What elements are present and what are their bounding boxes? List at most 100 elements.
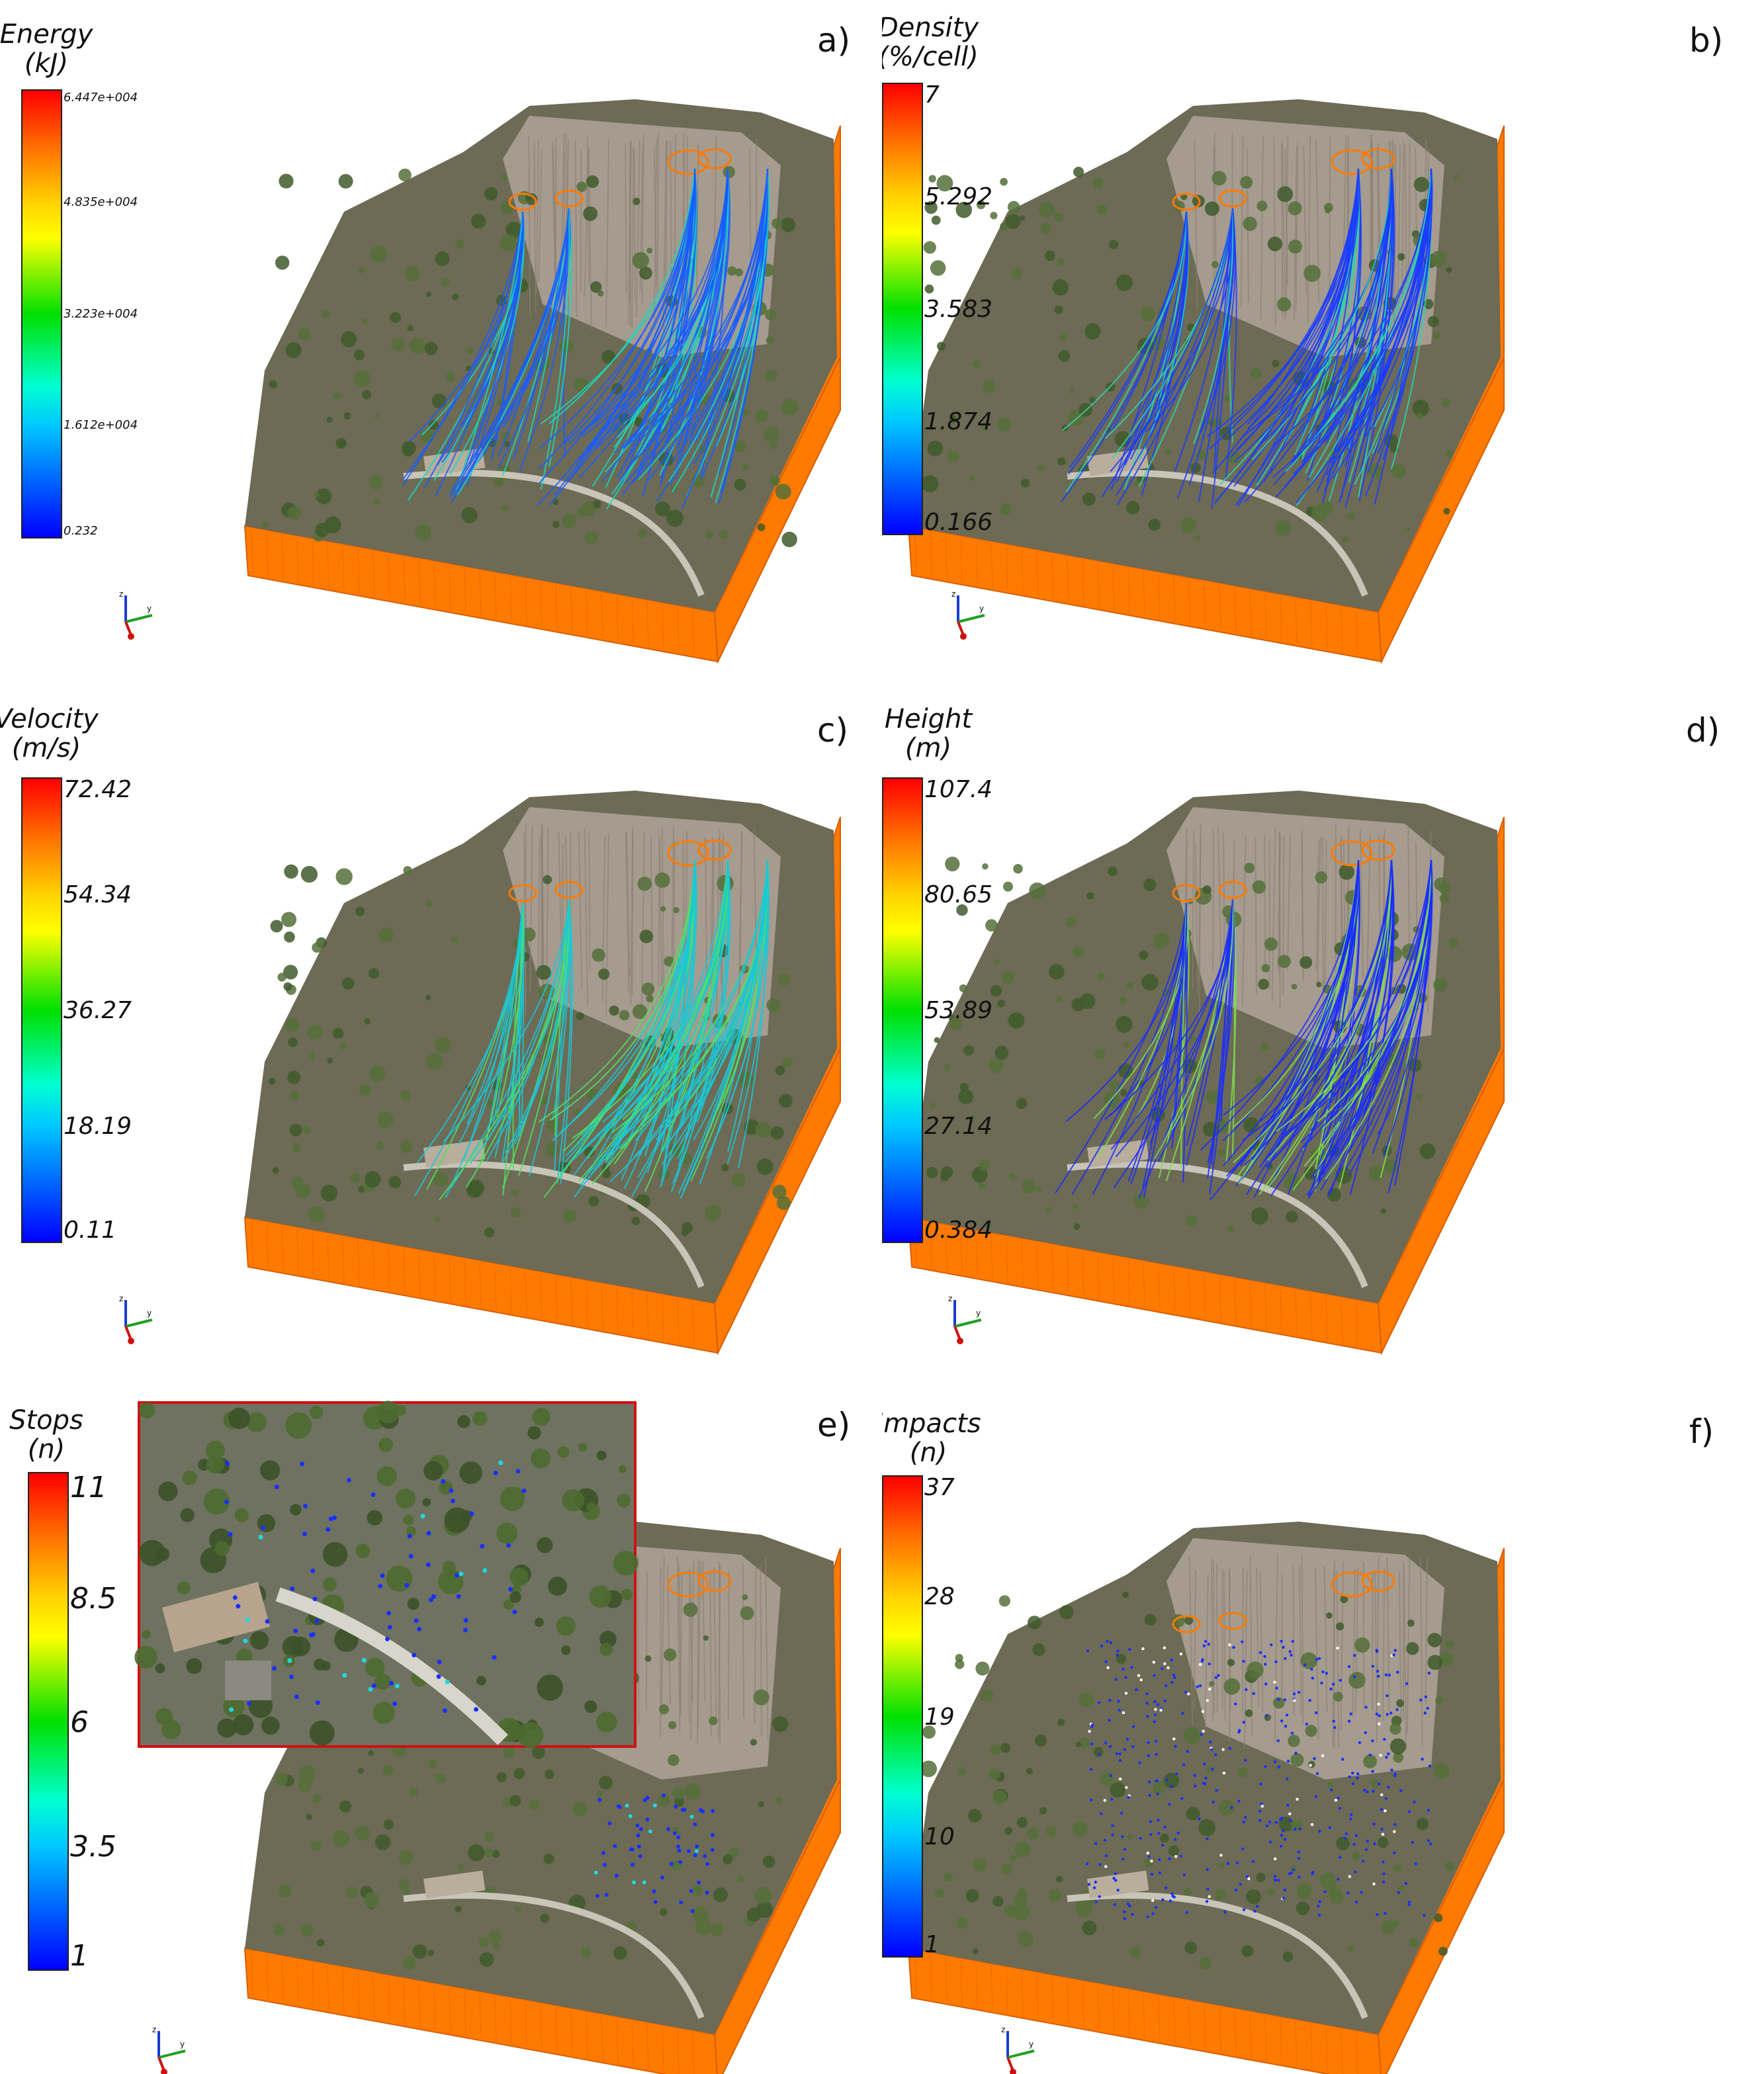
stop-point <box>287 1659 292 1663</box>
stop-point <box>329 1516 333 1521</box>
stop-point <box>631 1863 635 1867</box>
impact-point <box>1371 1739 1374 1742</box>
stop-point <box>660 1876 664 1880</box>
impact-point <box>1427 1839 1430 1842</box>
impact-point <box>1150 1860 1153 1862</box>
impact-point <box>1203 1762 1206 1765</box>
impact-point <box>1151 1873 1153 1876</box>
impact-point <box>1378 1714 1381 1717</box>
impact-point <box>1424 1711 1427 1714</box>
impact-point <box>1253 1910 1256 1913</box>
stop-point <box>459 1571 463 1576</box>
impact-point <box>1209 1741 1212 1743</box>
stop-point <box>247 1701 251 1706</box>
stop-point <box>618 1805 622 1809</box>
impact-point <box>1098 1701 1100 1704</box>
impact-point <box>1212 1801 1214 1803</box>
stop-point <box>637 1844 641 1848</box>
impact-point <box>1147 1915 1149 1918</box>
impact-point <box>1119 1759 1122 1762</box>
stop-point <box>643 1798 647 1802</box>
impact-point <box>1381 1828 1384 1831</box>
stop-point <box>703 1854 707 1858</box>
impact-point <box>1094 1842 1097 1844</box>
stop-point <box>482 1568 487 1573</box>
stop-point <box>594 1871 598 1875</box>
impact-point <box>1113 1903 1116 1906</box>
impact-point <box>1138 1762 1141 1764</box>
impact-point <box>1199 1663 1202 1666</box>
stop-point <box>652 1889 656 1893</box>
impact-point <box>1094 1901 1097 1903</box>
stop-point <box>404 1583 409 1588</box>
impact-point <box>1335 1799 1337 1801</box>
impact-point <box>1241 1848 1244 1850</box>
impact-point <box>1266 1825 1268 1827</box>
impact-point <box>1203 1645 1206 1647</box>
axes-triad-icon: zy <box>99 582 159 642</box>
stop-point <box>342 1673 347 1678</box>
impact-point <box>1309 1764 1311 1766</box>
stop-point <box>441 1479 445 1484</box>
impact-point <box>1429 1764 1431 1767</box>
impact-point <box>1098 1895 1101 1898</box>
colorbar <box>21 777 62 1243</box>
stop-point <box>233 1595 238 1600</box>
impact-point <box>1210 1748 1213 1750</box>
impact-point <box>1147 1852 1149 1854</box>
stop-point <box>429 1598 433 1602</box>
impact-point <box>1399 1790 1402 1792</box>
impact-point <box>1157 1832 1160 1835</box>
impact-point <box>1385 1797 1388 1799</box>
impact-point <box>1337 1797 1339 1799</box>
stop-point <box>261 1526 265 1530</box>
stop-point <box>687 1849 691 1853</box>
stop-point <box>653 1803 657 1807</box>
impact-point <box>1088 1883 1090 1885</box>
impact-point <box>1339 1679 1342 1682</box>
panel-letter: a) <box>817 21 850 60</box>
impact-point <box>1227 1862 1229 1865</box>
axis-label-z: z <box>1001 2025 1005 2034</box>
impact-point <box>1372 1882 1375 1885</box>
impact-point <box>1165 1887 1167 1889</box>
impact-point <box>1376 1670 1379 1672</box>
impact-point <box>1303 1663 1306 1666</box>
impact-point <box>1116 1654 1118 1657</box>
impact-point <box>1274 1879 1276 1881</box>
impact-point <box>1393 1823 1396 1826</box>
impact-point <box>1378 1723 1380 1725</box>
impact-point <box>1259 1651 1262 1654</box>
impact-point <box>1382 1880 1385 1883</box>
impact-point <box>1294 1828 1296 1831</box>
impact-point <box>1163 1647 1166 1649</box>
impact-point <box>1239 1883 1241 1885</box>
impact-point <box>1382 1833 1384 1835</box>
impact-point <box>1170 1785 1172 1788</box>
impact-point <box>1229 1747 1231 1750</box>
impact-point <box>1397 1891 1400 1893</box>
impact-point <box>1372 1790 1374 1792</box>
impact-point <box>1201 1660 1204 1663</box>
stop-point <box>228 1532 232 1537</box>
stop-point <box>445 1680 450 1684</box>
stop-point <box>508 1587 513 1592</box>
impact-point <box>1288 1872 1291 1875</box>
impact-point <box>1311 1823 1313 1826</box>
impact-point <box>1423 1914 1425 1917</box>
impact-point <box>1147 1754 1150 1757</box>
colorbar-tick: 4.835e+004 <box>64 195 138 209</box>
stop-point <box>389 1681 394 1686</box>
impact-point <box>1395 1708 1398 1711</box>
impact-point <box>1104 1799 1106 1801</box>
impact-point <box>1128 1648 1131 1651</box>
axis-label-y: y <box>180 2040 185 2049</box>
stop-point <box>693 1823 697 1827</box>
stop-point <box>629 1814 633 1818</box>
colorbar <box>21 89 62 539</box>
impact-point <box>1315 1711 1317 1714</box>
colorbar-tick: 1 <box>924 1931 940 1958</box>
impact-point <box>1104 1741 1107 1744</box>
